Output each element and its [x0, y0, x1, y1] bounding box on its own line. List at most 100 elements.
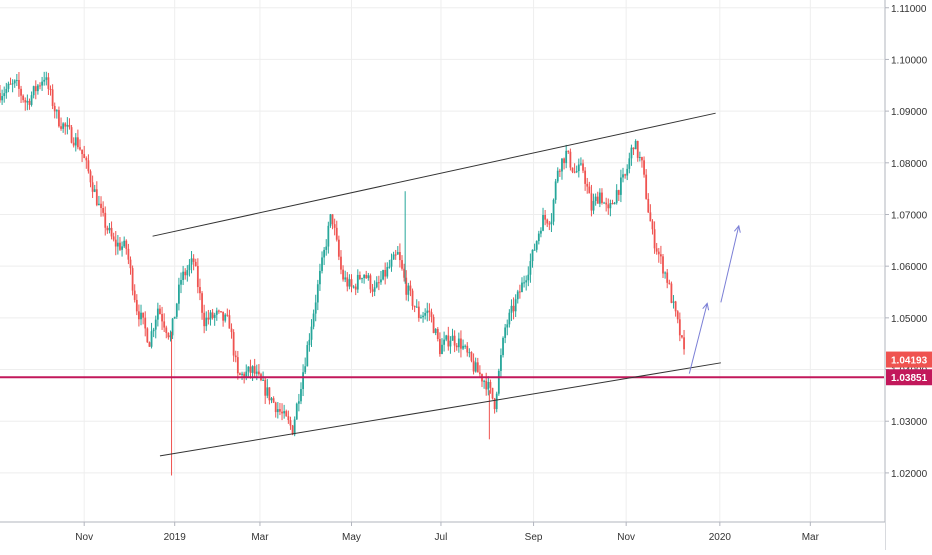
candle-body — [413, 305, 416, 308]
candle-body — [420, 317, 422, 319]
candle-body — [173, 316, 176, 319]
candle-body — [47, 77, 50, 89]
candle-body — [175, 303, 178, 317]
price-tick-label: 1.07000 — [891, 210, 928, 221]
candle-body — [676, 311, 679, 320]
candle-body — [643, 160, 645, 175]
candle-body — [516, 291, 519, 300]
candle-body — [182, 271, 185, 281]
candle-body — [28, 100, 31, 105]
projection-arrow-line[interactable] — [688, 303, 708, 374]
time-axis[interactable]: Nov 2019 Mar May Jul Sep Nov 2020 Mar — [0, 521, 885, 550]
candle-body — [340, 256, 342, 270]
candle-body — [104, 212, 107, 228]
candle-body — [596, 196, 599, 204]
candle-body — [26, 100, 29, 103]
candle-body — [428, 310, 431, 313]
candle-body — [300, 389, 302, 402]
candle-body — [422, 315, 424, 318]
candle-body — [462, 345, 464, 349]
candle-body — [451, 335, 454, 341]
candle-body — [257, 371, 260, 375]
candle-body — [319, 270, 321, 285]
candle-body — [58, 110, 60, 127]
price-badge-label: 1.04193 — [891, 356, 928, 367]
candle-body — [1, 96, 4, 101]
candle-body — [607, 204, 610, 209]
candle-body — [215, 310, 218, 315]
candle-body — [108, 227, 111, 231]
candle-body — [449, 340, 452, 347]
candle-body — [314, 302, 317, 314]
candle-body — [262, 379, 264, 381]
candle-body — [247, 366, 250, 372]
candle-body — [297, 401, 300, 404]
candle-body — [544, 215, 547, 220]
projection-arrow-line[interactable] — [720, 225, 740, 303]
candle-body — [154, 319, 157, 330]
candle-body — [441, 344, 443, 355]
candle-body — [335, 227, 338, 240]
candle-body — [521, 282, 523, 293]
candle-body — [146, 328, 149, 343]
candle-body — [323, 249, 326, 258]
candle-body — [399, 252, 401, 261]
candle-body — [565, 150, 568, 164]
candle-body — [11, 83, 14, 85]
candle-body — [142, 312, 145, 318]
price-badge-label: 1.03851 — [891, 373, 928, 384]
candle-body — [224, 314, 227, 321]
candle-body — [167, 332, 170, 338]
candle-body — [62, 123, 65, 129]
candle-body — [649, 212, 652, 222]
candle-body — [508, 312, 511, 325]
candle-body — [116, 242, 119, 247]
candle-body — [390, 259, 393, 267]
candle-body — [41, 81, 43, 86]
candle-body — [171, 318, 174, 336]
candle-body — [525, 280, 528, 283]
candle-body — [230, 328, 233, 333]
candle-body — [91, 182, 94, 192]
price-axis[interactable]: 1.11000 1.10000 1.09000 1.08000 1.07000 1.060… — [884, 0, 932, 550]
candle-body — [287, 416, 290, 421]
candle-body — [337, 239, 340, 257]
candle-body — [253, 366, 256, 374]
candle-body — [529, 261, 532, 275]
candle-body — [493, 398, 496, 410]
time-tick-label: Sep — [525, 532, 543, 543]
candle-body — [289, 420, 292, 426]
candle-body — [304, 366, 307, 373]
candle-body — [274, 402, 277, 413]
candle-body — [106, 227, 109, 231]
candle-body — [129, 259, 132, 269]
candle-body — [156, 308, 159, 320]
candle-body — [569, 151, 572, 168]
candle-body — [396, 252, 399, 255]
candle-body — [45, 77, 48, 80]
candle-body — [483, 380, 485, 382]
channel-lower-line[interactable] — [159, 362, 721, 457]
candle-body — [264, 379, 267, 396]
candle-body — [329, 214, 332, 226]
candle-body — [670, 283, 673, 303]
candle-body — [495, 393, 498, 410]
candle-body — [165, 327, 168, 333]
candle-body — [55, 110, 58, 112]
candle-body — [430, 312, 433, 317]
candle-body — [352, 286, 355, 288]
candle-body — [226, 314, 229, 316]
candle-body — [159, 308, 161, 315]
candle-body — [592, 200, 595, 211]
candle-body — [375, 282, 378, 288]
price-tick-label: 1.06000 — [891, 262, 928, 273]
channel-upper-line[interactable] — [152, 112, 716, 237]
time-tick-label: 2020 — [709, 532, 732, 543]
candle-body — [580, 163, 582, 165]
candle-body — [552, 199, 555, 222]
candle-body — [443, 339, 446, 345]
candle-body — [220, 311, 222, 313]
price-tick-label: 1.08000 — [891, 159, 928, 170]
